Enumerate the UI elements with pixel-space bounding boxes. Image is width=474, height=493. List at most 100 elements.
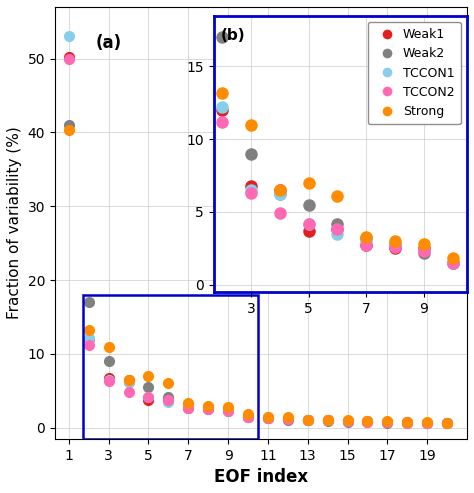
Weak1 [165,397,171,403]
Weak2 [86,299,91,305]
Weak1 [444,420,450,425]
Weak2 [404,420,410,425]
Weak2 [185,401,191,407]
Weak1 [384,419,390,425]
Weak2 [365,419,370,425]
Weak1 [345,418,350,424]
Weak1 [325,418,330,423]
TCCON1 [126,379,131,385]
Strong [126,377,131,383]
TCCON1 [305,417,310,423]
Strong [146,373,151,379]
TCCON2 [305,418,310,423]
TCCON1 [86,335,91,341]
TCCON2 [165,397,171,403]
TCCON2 [205,406,211,412]
Strong [305,417,310,423]
Weak2 [384,420,390,425]
Weak2 [126,379,131,385]
TCCON1 [106,377,111,383]
TCCON1 [185,403,191,409]
Weak1 [265,415,271,421]
Strong [205,403,211,409]
TCCON1 [424,420,430,425]
Weak2 [245,414,251,420]
Weak2 [325,418,330,424]
Strong [86,327,91,333]
TCCON2 [225,408,231,414]
TCCON1 [404,420,410,425]
TCCON1 [205,404,211,410]
TCCON2 [146,394,151,400]
Weak1 [205,406,211,412]
TCCON1 [345,418,350,424]
Strong [185,400,191,406]
Line: TCCON1: TCCON1 [64,32,452,427]
Weak2 [424,421,430,426]
Strong [245,412,251,418]
Weak1 [305,418,310,423]
Weak2 [66,122,72,128]
Strong [444,420,450,425]
Weak1 [126,377,131,383]
TCCON1 [384,419,390,425]
TCCON2 [245,414,251,420]
TCCON2 [345,418,350,424]
X-axis label: EOF index: EOF index [214,468,308,486]
Weak1 [106,375,111,381]
Strong [365,418,370,424]
Weak1 [365,418,370,424]
TCCON2 [325,418,330,423]
Strong [345,418,350,423]
Weak2 [165,394,171,400]
Weak2 [225,409,231,415]
Strong [106,344,111,350]
TCCON1 [365,418,370,424]
Weak2 [146,384,151,390]
Weak2 [106,358,111,364]
TCCON2 [185,405,191,411]
Weak1 [285,416,291,422]
Weak1 [185,405,191,411]
TCCON2 [444,420,450,425]
TCCON2 [265,415,271,421]
Weak2 [345,419,350,425]
Weak1 [225,406,231,412]
TCCON2 [86,342,91,348]
Weak1 [424,420,430,425]
TCCON2 [384,419,390,425]
Line: Weak1: Weak1 [64,52,452,427]
Y-axis label: Fraction of variability (%): Fraction of variability (%) [7,127,22,319]
TCCON1 [325,418,330,423]
TCCON1 [285,415,291,421]
Line: Weak2: Weak2 [64,120,452,428]
TCCON1 [265,415,271,421]
TCCON1 [444,420,450,425]
TCCON1 [225,407,231,413]
Line: Strong: Strong [64,125,452,427]
Weak2 [265,415,271,421]
Strong [165,380,171,386]
Weak2 [305,418,310,423]
TCCON2 [126,388,131,394]
Weak1 [66,54,72,60]
Strong [424,419,430,425]
Weak2 [205,404,211,410]
TCCON2 [66,56,72,62]
Weak2 [444,421,450,426]
Weak1 [404,419,410,425]
Line: TCCON2: TCCON2 [64,54,452,427]
TCCON2 [365,419,370,425]
TCCON2 [424,420,430,425]
Weak1 [146,397,151,403]
TCCON1 [66,34,72,39]
Strong [66,127,72,133]
Weak1 [86,336,91,342]
TCCON2 [404,420,410,425]
Text: (a): (a) [96,34,122,52]
Strong [404,419,410,425]
TCCON2 [285,416,291,422]
TCCON2 [106,378,111,384]
Strong [384,418,390,424]
Strong [265,414,271,420]
